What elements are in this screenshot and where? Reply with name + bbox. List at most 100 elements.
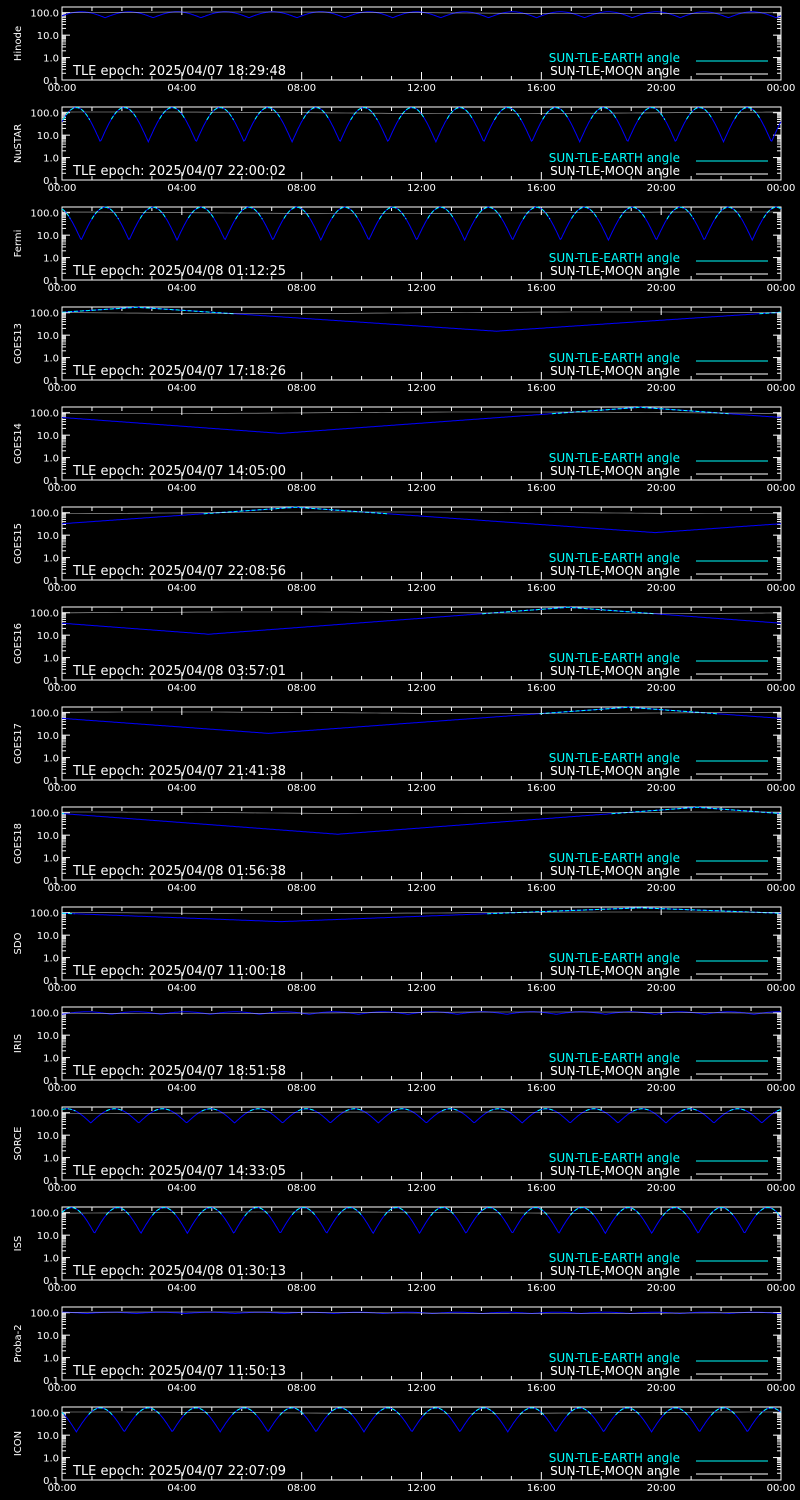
sun-tle-earth-line: [384, 1207, 409, 1216]
panel-nustar: 0.1 1.0 10.0 100.0 00:00 04:00 08:00 12:00 16:00…: [13, 106, 796, 194]
legend-earth-label: SUN-TLE-EARTH angle: [549, 651, 680, 665]
y-tick-label: 0.1: [43, 376, 59, 387]
y-tick-label: 1.0: [43, 1254, 59, 1265]
sun-tle-earth-line: [61, 1108, 76, 1112]
tle-epoch-label: TLE epoch: 2025/04/07 18:29:48: [72, 64, 286, 79]
tle-epoch-label: TLE epoch: 2025/04/07 14:33:05: [72, 1164, 286, 1179]
x-tick-label: 12:00: [407, 383, 436, 394]
sun-tle-earth-line: [519, 1407, 545, 1416]
y-tick-label: 0.1: [43, 1476, 59, 1487]
x-tick-label: 08:00: [287, 983, 316, 994]
sun-tle-earth-line: [327, 1407, 353, 1416]
x-tick-label: 16:00: [527, 1083, 556, 1094]
x-tick-label: 16:00: [527, 1283, 556, 1294]
sun-tle-earth-line: [398, 107, 426, 120]
sun-tle-moon-line: [61, 111, 781, 114]
x-tick-label: 00:00: [767, 83, 796, 94]
x-tick-label: 12:00: [407, 1283, 436, 1294]
sun-tle-earth-line: [106, 1108, 124, 1112]
legend-moon-label: SUN-TLE-MOON angle: [550, 364, 680, 378]
y-tick-label: 100.0: [30, 309, 59, 320]
sun-tle-moon-line: [61, 1311, 782, 1314]
legend-earth-label: SUN-TLE-EARTH angle: [549, 151, 680, 165]
x-tick-label: 04:00: [167, 783, 196, 794]
sun-tle-earth-line: [662, 1207, 687, 1217]
y-axis-label: Hinode: [13, 26, 24, 61]
legend-moon-label: SUN-TLE-MOON angle: [550, 964, 680, 978]
y-tick-label: 0.1: [43, 76, 59, 87]
y-tick-label: 1.0: [43, 154, 59, 165]
tle-epoch-label: TLE epoch: 2025/04/08 01:12:25: [72, 264, 286, 279]
sun-tle-earth-line: [187, 206, 215, 219]
sun-tle-earth-line: [567, 1407, 593, 1416]
y-axis-label: SORCE: [13, 1127, 24, 1161]
y-tick-label: 0.1: [43, 1176, 59, 1187]
x-tick-label: 00:00: [767, 183, 796, 194]
x-tick-label: 04:00: [167, 383, 196, 394]
panel-sorce: 0.1 1.0 10.0 100.0 00:00 04:00 08:00 12:00 16:00…: [13, 1106, 795, 1194]
sun-tle-earth-line: [427, 206, 454, 219]
y-tick-label: 0.1: [43, 876, 59, 887]
x-tick-label: 00:00: [767, 1483, 796, 1494]
y-tick-label: 10.0: [37, 731, 59, 742]
sun-tle-earth-line: [637, 107, 666, 121]
legend-moon-label: SUN-TLE-MOON angle: [550, 864, 680, 878]
x-tick-label: 12:00: [407, 283, 436, 294]
y-tick-label: 0.1: [43, 676, 59, 687]
legend-earth-label: SUN-TLE-EARTH angle: [549, 451, 680, 465]
x-tick-label: 12:00: [407, 483, 436, 494]
x-tick-label: 00:00: [767, 983, 796, 994]
legend-moon-label: SUN-TLE-MOON angle: [550, 564, 680, 578]
sun-tle-earth-line: [611, 806, 782, 815]
y-tick-label: 0.1: [43, 1076, 59, 1087]
y-tick-label: 100.0: [30, 709, 59, 720]
x-tick-label: 16:00: [527, 583, 556, 594]
sun-tle-earth-line: [441, 1108, 459, 1112]
sun-tle-earth-line: [709, 1207, 734, 1216]
x-tick-label: 20:00: [647, 283, 676, 294]
sun-tle-curve: [62, 506, 782, 534]
y-tick-label: 1.0: [43, 1154, 59, 1165]
x-tick-label: 08:00: [287, 1083, 316, 1094]
x-tick-label: 00:00: [48, 683, 77, 694]
x-tick-label: 12:00: [407, 1483, 436, 1494]
sun-tle-earth-line: [375, 1407, 401, 1416]
sun-tle-moon-line: [61, 411, 781, 414]
y-tick-label: 0.1: [43, 176, 59, 187]
x-tick-label: 04:00: [167, 1083, 196, 1094]
y-tick-label: 1.0: [43, 754, 59, 765]
sun-tle-earth-line: [337, 1207, 363, 1216]
x-tick-label: 12:00: [407, 683, 436, 694]
x-tick-label: 16:00: [527, 1183, 556, 1194]
x-tick-label: 00:00: [767, 783, 796, 794]
y-tick-label: 100.0: [30, 1209, 59, 1220]
y-tick-label: 10.0: [37, 131, 59, 142]
x-tick-label: 04:00: [167, 283, 196, 294]
x-tick-label: 00:00: [48, 783, 77, 794]
y-axis-label: GOES15: [13, 523, 24, 564]
y-tick-label: 10.0: [37, 1131, 59, 1142]
sun-tle-earth-line: [710, 1407, 737, 1416]
x-tick-label: 08:00: [287, 683, 316, 694]
x-tick-label: 20:00: [647, 783, 676, 794]
tle-epoch-label: TLE epoch: 2025/04/07 22:08:56: [72, 564, 286, 579]
x-tick-label: 00:00: [767, 283, 796, 294]
panel-goes16: 0.1 1.0 10.0 100.0 00:00 04:00 08:00 12:00 16:00…: [13, 606, 795, 694]
x-tick-label: 20:00: [647, 1283, 676, 1294]
x-tick-label: 08:00: [287, 83, 316, 94]
x-tick-label: 04:00: [167, 883, 196, 894]
sun-tle-earth-line: [632, 1108, 651, 1112]
sun-tle-earth-line: [61, 1207, 83, 1216]
x-tick-label: 08:00: [287, 883, 316, 894]
x-tick-label: 04:00: [167, 483, 196, 494]
x-tick-label: 00:00: [48, 283, 77, 294]
legend-earth-label: SUN-TLE-EARTH angle: [549, 1451, 680, 1465]
panel-goes18: 0.1 1.0 10.0 100.0 00:00 04:00 08:00 12:00 16:00…: [13, 806, 795, 894]
x-tick-label: 20:00: [647, 1083, 676, 1094]
legend-moon-label: SUN-TLE-MOON angle: [550, 1464, 680, 1478]
y-tick-label: 1.0: [43, 654, 59, 665]
legend-moon-label: SUN-TLE-MOON angle: [550, 1364, 680, 1378]
sun-tle-moon-line: [62, 1011, 782, 1014]
x-tick-label: 20:00: [647, 1483, 676, 1494]
panels-group: 0.1 1.0 10.0 100.0 00:00 04:00 08:00 12:00 16:00…: [13, 6, 796, 1494]
